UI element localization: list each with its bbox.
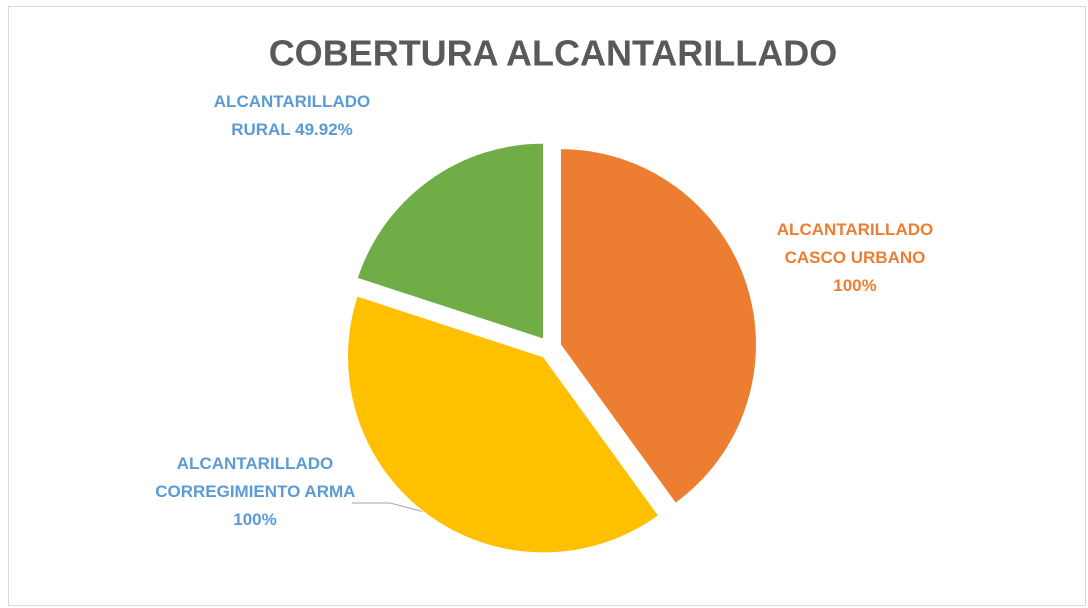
chart-title: COBERTURA ALCANTARILLADO [269, 33, 838, 74]
label-name: ALCANTARILLADO CORREGIMIENTO ARMA [155, 454, 355, 501]
label-value: 49.92% [295, 120, 353, 139]
pie-slice [559, 148, 757, 504]
data-label: ALCANTARILLADO CASCO URBANO 100% [770, 216, 940, 300]
label-value: 100% [833, 276, 877, 295]
data-label: ALCANTARILLADO CORREGIMIENTO ARMA 100% [140, 450, 370, 534]
pie-slice [356, 142, 545, 340]
label-value: 100% [233, 510, 277, 529]
data-label: ALCANTARILLADO RURAL 49.92% [212, 88, 372, 144]
chart-frame [8, 6, 1086, 606]
pie-slice [347, 295, 660, 554]
label-name: ALCANTARILLADO RURAL [213, 92, 371, 139]
label-name: ALCANTARILLADO CASCO URBANO [776, 220, 934, 267]
